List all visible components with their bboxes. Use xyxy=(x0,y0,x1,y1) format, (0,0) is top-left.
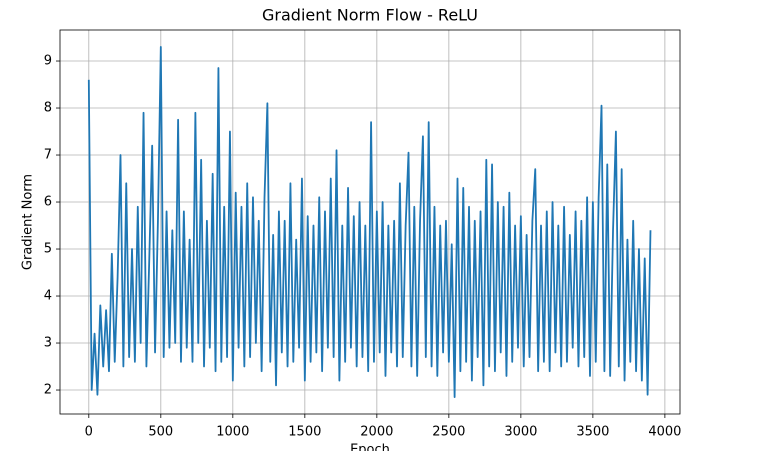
plot xyxy=(87,46,652,398)
y-tick-label: 4 xyxy=(44,289,52,304)
x-tick-label: 3000 xyxy=(504,425,537,440)
x-tick-label: 0 xyxy=(85,425,93,440)
y-tick-label: 2 xyxy=(44,383,52,398)
plot-frame xyxy=(59,29,681,415)
x-tick-label: 4000 xyxy=(648,425,681,440)
x-tick-label: 3500 xyxy=(576,425,609,440)
x-tick-label: 1500 xyxy=(288,425,321,440)
y-tick-label: 3 xyxy=(44,336,52,351)
y-tick-label: 6 xyxy=(44,195,52,210)
x-axis-label: Epoch xyxy=(350,443,390,451)
x-tick-label: 500 xyxy=(148,425,173,440)
y-tick-label: 7 xyxy=(44,148,52,163)
chart-title: Gradient Norm Flow - ReLU xyxy=(262,6,478,25)
y-tick-label: 9 xyxy=(44,54,52,69)
data-line xyxy=(87,46,652,398)
x-tick-label: 1000 xyxy=(216,425,249,440)
y-tick-label: 5 xyxy=(44,242,52,257)
x-tick-label: 2500 xyxy=(432,425,465,440)
x-tick-label: 2000 xyxy=(360,425,393,440)
y-tick-label: 8 xyxy=(44,101,52,116)
y-axis-label: Gradient Norm xyxy=(21,174,36,270)
